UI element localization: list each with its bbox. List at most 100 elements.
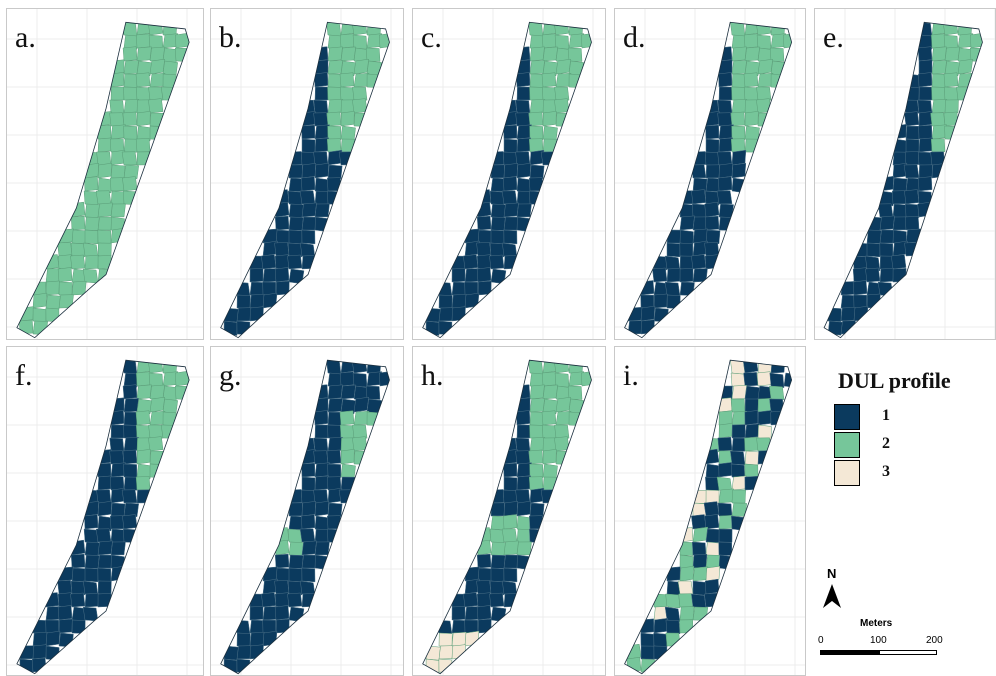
map-cell — [679, 606, 695, 621]
map-cell — [327, 73, 343, 88]
map-cell — [84, 567, 99, 583]
map-cell — [529, 411, 545, 426]
map-cell — [236, 645, 252, 660]
map-cell — [327, 384, 343, 400]
map-cell — [904, 215, 920, 231]
map-cell — [274, 580, 290, 595]
map-cell — [327, 164, 343, 180]
map-cell — [528, 138, 544, 153]
map-cell — [110, 59, 125, 75]
map-cell — [353, 58, 370, 75]
map-cell — [71, 229, 87, 244]
map-cell — [58, 632, 74, 648]
map-cell — [149, 72, 166, 88]
map-cell — [136, 424, 151, 440]
map-cell — [503, 567, 518, 583]
map-cell — [301, 229, 316, 245]
map-cell — [553, 22, 570, 36]
map-cell — [274, 254, 290, 270]
map-cell — [691, 514, 707, 530]
map-cell — [891, 254, 907, 270]
map-cell — [770, 73, 785, 89]
map-cell — [744, 111, 759, 127]
map-cell — [314, 137, 330, 153]
map-cell — [314, 424, 329, 439]
map-cell — [340, 398, 357, 415]
map-cell — [339, 410, 355, 426]
map-cell — [97, 515, 113, 532]
map-cell — [489, 489, 505, 504]
map-cell — [503, 449, 518, 465]
map-cell — [326, 138, 342, 153]
map-cell — [516, 203, 532, 218]
map-cell — [516, 528, 532, 544]
map-cell — [287, 489, 303, 504]
map-cell — [944, 60, 961, 77]
map-cell — [626, 657, 642, 673]
map-cell — [122, 384, 138, 400]
map-cell — [476, 553, 492, 569]
map-cell — [957, 22, 973, 36]
map-cell — [352, 98, 368, 114]
map-cell — [314, 462, 330, 478]
map-cell — [904, 189, 920, 205]
map-cell — [705, 138, 720, 154]
map-cell — [756, 98, 772, 114]
map-cell — [716, 190, 733, 205]
map-cell — [301, 501, 316, 517]
map-cell — [45, 630, 61, 647]
map-cell — [503, 501, 518, 517]
map-cell — [679, 281, 695, 296]
map-cell — [892, 177, 908, 193]
map-cell — [718, 163, 733, 179]
map-cell — [326, 22, 342, 37]
map-panel-e: e. — [814, 8, 996, 340]
map-cell — [730, 372, 746, 388]
map-cell — [879, 229, 895, 244]
map-cell — [149, 450, 165, 465]
map-cell — [730, 398, 746, 413]
map-cell — [678, 527, 694, 543]
map-cell — [236, 307, 252, 322]
map-cell — [327, 86, 342, 101]
map-cell — [314, 177, 330, 194]
map-cell — [366, 73, 381, 89]
map-cell — [84, 554, 100, 569]
map-cell — [84, 514, 99, 530]
map-cell — [314, 59, 329, 75]
map-cell — [148, 436, 164, 452]
map-cell — [744, 410, 759, 426]
map-cell — [692, 553, 708, 569]
map-cell — [731, 86, 746, 101]
map-cell — [503, 138, 518, 154]
map-cell — [83, 528, 99, 544]
field-outline — [422, 359, 592, 675]
map-cell — [653, 632, 668, 648]
field-cells — [425, 22, 592, 336]
panel-label-b: b. — [219, 21, 242, 54]
map-cell — [476, 592, 492, 608]
map-cell — [476, 580, 492, 595]
map-cell — [930, 112, 946, 127]
map-cell — [299, 528, 316, 543]
map-cell — [515, 489, 531, 504]
map-cell — [327, 502, 343, 518]
map-cell — [704, 201, 720, 218]
map-cell — [653, 293, 668, 309]
map-cell — [314, 528, 330, 544]
map-cell — [123, 34, 139, 50]
map-cell — [71, 280, 87, 296]
map-cell — [744, 450, 760, 466]
map-cell — [314, 475, 330, 491]
map-cell — [490, 216, 506, 231]
map-cell — [109, 138, 125, 153]
map-cell — [97, 567, 112, 583]
map-cell — [110, 424, 125, 439]
map-cell — [136, 33, 151, 49]
map-cell — [136, 125, 152, 142]
map-cell — [58, 618, 73, 634]
map-cell — [314, 86, 329, 101]
map-cell — [490, 554, 506, 569]
map-cell — [97, 580, 112, 595]
map-cell — [136, 60, 153, 77]
